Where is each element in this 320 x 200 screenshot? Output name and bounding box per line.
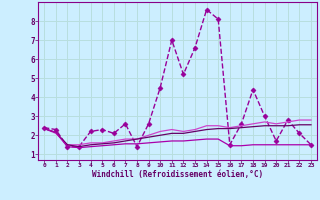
X-axis label: Windchill (Refroidissement éolien,°C): Windchill (Refroidissement éolien,°C) — [92, 170, 263, 179]
